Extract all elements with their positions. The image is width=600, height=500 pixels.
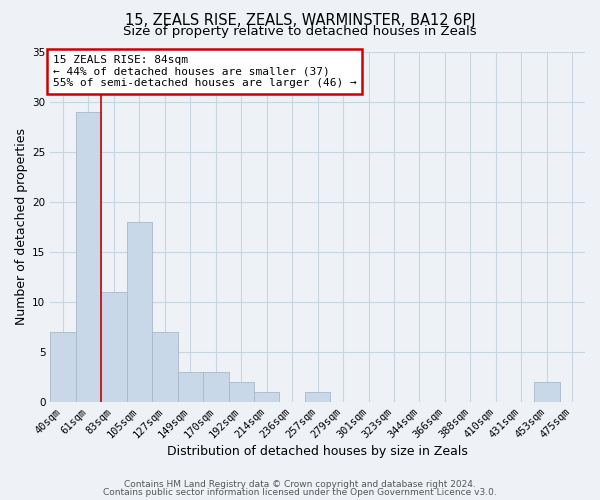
Bar [203, 372, 229, 402]
Bar [178, 372, 203, 402]
Bar [229, 382, 254, 402]
Bar [254, 392, 280, 402]
Bar [152, 332, 178, 402]
Bar [101, 292, 127, 402]
Text: Contains HM Land Registry data © Crown copyright and database right 2024.: Contains HM Land Registry data © Crown c… [124, 480, 476, 489]
Text: 15 ZEALS RISE: 84sqm
← 44% of detached houses are smaller (37)
55% of semi-detac: 15 ZEALS RISE: 84sqm ← 44% of detached h… [53, 55, 357, 88]
Bar [127, 222, 152, 402]
Bar [305, 392, 331, 402]
Y-axis label: Number of detached properties: Number of detached properties [15, 128, 28, 325]
Bar [534, 382, 560, 402]
Text: 15, ZEALS RISE, ZEALS, WARMINSTER, BA12 6PJ: 15, ZEALS RISE, ZEALS, WARMINSTER, BA12 … [125, 12, 475, 28]
Text: Contains public sector information licensed under the Open Government Licence v3: Contains public sector information licen… [103, 488, 497, 497]
Bar [76, 112, 101, 402]
Bar [50, 332, 76, 402]
X-axis label: Distribution of detached houses by size in Zeals: Distribution of detached houses by size … [167, 444, 468, 458]
Text: Size of property relative to detached houses in Zeals: Size of property relative to detached ho… [123, 25, 477, 38]
